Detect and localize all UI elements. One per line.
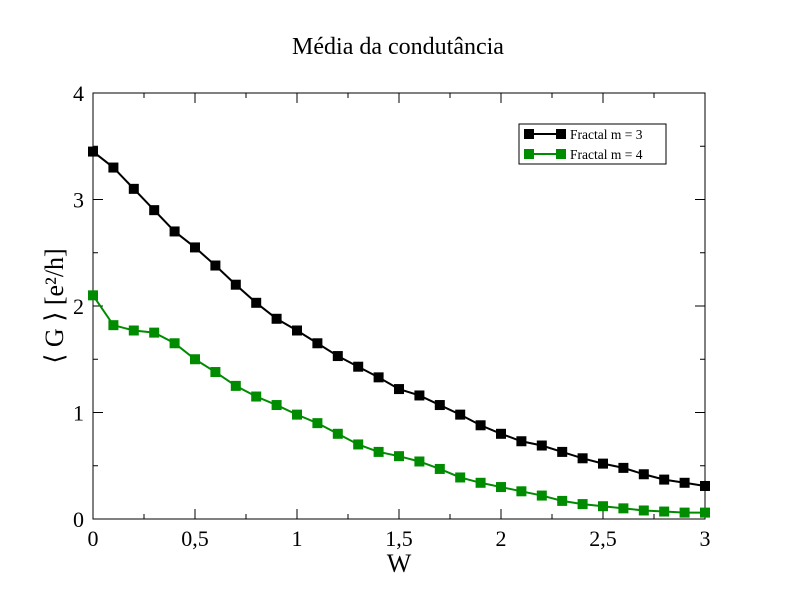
data-point-series-2 [679, 507, 690, 518]
series-line-1 [92, 150, 706, 487]
legend-marker-2 [524, 149, 534, 159]
data-point-series-2 [516, 486, 527, 497]
data-point-series-1 [353, 361, 364, 372]
chart-title: Média da condutância [292, 34, 504, 60]
data-point-series-2 [618, 503, 629, 514]
data-point-series-1 [475, 420, 486, 431]
data-point-series-2 [638, 505, 649, 516]
data-point-series-1 [679, 477, 690, 488]
x-tick-label: 1,5 [385, 526, 413, 551]
data-point-series-2 [434, 463, 445, 474]
data-point-series-1 [292, 325, 302, 336]
data-point-series-1 [455, 409, 466, 420]
x-tick-label: 0 [88, 526, 99, 551]
data-point-series-2 [292, 409, 302, 420]
data-point-series-2 [312, 418, 323, 429]
data-point-series-1 [373, 372, 384, 383]
x-tick-label: 1 [292, 526, 303, 551]
legend-label-1: Fractal m = 3 [570, 127, 643, 142]
data-point-series-1 [312, 338, 323, 349]
y-tick-label: 0 [73, 507, 84, 532]
data-point-series-1 [190, 242, 200, 253]
data-point-series-2 [455, 472, 466, 483]
legend-label-2: Fractal m = 4 [570, 147, 643, 162]
data-point-series-2 [332, 428, 343, 439]
x-axis-label: W [387, 549, 412, 578]
data-point-series-1 [496, 428, 506, 439]
data-point-series-1 [251, 297, 262, 308]
data-point-series-2 [88, 290, 98, 301]
x-tick-label: 2 [496, 526, 507, 551]
y-axis: 0 1 2 3 4 [73, 81, 705, 532]
data-point-series-1 [638, 469, 649, 480]
data-point-series-2 [373, 446, 384, 457]
legend-marker-1 [524, 129, 534, 139]
x-tick-label: 3 [700, 526, 711, 551]
data-point-series-2 [210, 367, 221, 378]
data-point-series-2 [230, 380, 241, 391]
legend-marker-2 [556, 149, 566, 159]
data-point-series-1 [149, 205, 160, 216]
data-point-series-1 [332, 351, 343, 362]
data-point-series-1 [271, 313, 282, 324]
data-point-series-1 [700, 480, 710, 491]
data-point-series-2 [251, 391, 262, 402]
data-point-series-2 [557, 495, 568, 506]
data-point-series-1 [536, 440, 547, 451]
data-point-series-2 [108, 320, 119, 331]
data-point-series-2 [353, 439, 364, 450]
series-layer [88, 146, 710, 518]
legend-box [518, 123, 667, 165]
data-point-series-2 [128, 325, 139, 336]
data-point-series-2 [169, 338, 180, 349]
data-point-series-2 [149, 327, 160, 338]
x-tick-label: 2,5 [589, 526, 617, 551]
data-point-series-1 [618, 462, 629, 473]
x-tick-label: 0,5 [181, 526, 209, 551]
data-point-series-1 [230, 279, 241, 290]
data-point-series-1 [210, 260, 221, 271]
data-point-series-2 [700, 507, 710, 518]
y-tick-label: 1 [73, 401, 84, 426]
x-axis: 0 0,5 1 1,5 2 2,5 3 [88, 93, 711, 551]
data-point-series-2 [414, 456, 425, 467]
data-point-series-2 [577, 499, 588, 510]
data-point-series-2 [190, 354, 200, 365]
series-line-2 [92, 294, 705, 514]
y-tick-label: 3 [73, 188, 84, 213]
y-axis-label: ⟨ G ⟩ [e²/h] [40, 248, 69, 363]
data-point-series-1 [128, 183, 139, 194]
legend-marker-1 [556, 129, 566, 139]
data-point-series-2 [475, 477, 486, 488]
data-point-series-1 [577, 453, 588, 464]
legend: Fractal m = 3 Fractal m = 4 [518, 123, 667, 165]
data-point-series-2 [394, 451, 404, 462]
data-point-series-1 [414, 390, 425, 401]
data-point-series-2 [598, 501, 608, 512]
y-tick-label: 4 [73, 81, 84, 106]
data-point-series-2 [496, 482, 506, 493]
data-point-series-2 [536, 490, 547, 501]
data-point-series-1 [557, 446, 568, 457]
data-point-series-1 [169, 226, 180, 237]
data-point-series-2 [659, 506, 670, 517]
data-point-series-1 [108, 162, 119, 173]
data-point-series-1 [659, 474, 670, 485]
data-point-series-1 [88, 146, 98, 157]
data-point-series-1 [516, 436, 527, 447]
data-point-series-1 [434, 400, 445, 411]
data-point-series-2 [271, 400, 282, 411]
y-tick-label: 2 [73, 294, 84, 319]
data-point-series-1 [598, 458, 608, 469]
data-point-series-1 [394, 384, 404, 395]
